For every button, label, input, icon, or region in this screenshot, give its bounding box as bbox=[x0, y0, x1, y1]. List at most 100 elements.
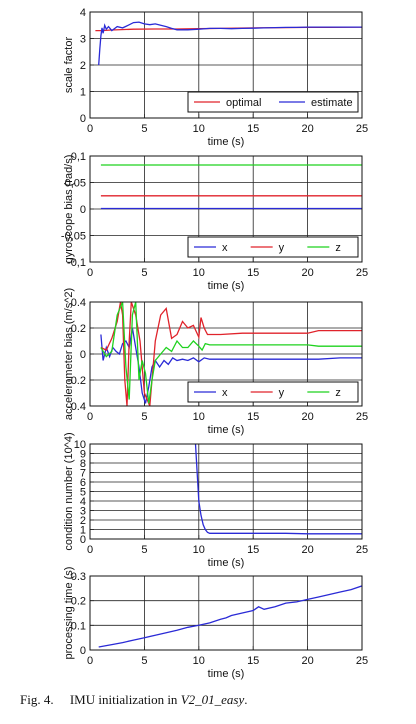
x-tick-label: 25 bbox=[356, 411, 368, 423]
legend-entry: x bbox=[222, 387, 228, 399]
y-tick-label: 9 bbox=[80, 449, 86, 461]
x-tick-label: 5 bbox=[141, 267, 147, 279]
x-axis-label: time (s) bbox=[208, 280, 245, 292]
x-tick-label: 20 bbox=[301, 123, 313, 135]
y-tick-label: -0,05 bbox=[61, 231, 86, 243]
x-tick-label: 5 bbox=[141, 123, 147, 135]
y-tick-label: 2 bbox=[80, 60, 86, 72]
y-tick-label: 2 bbox=[80, 515, 86, 527]
x-tick-label: 10 bbox=[193, 544, 205, 556]
plot-frame bbox=[89, 155, 363, 263]
y-tick-label: 4 bbox=[80, 7, 86, 19]
plot-frame bbox=[89, 575, 363, 651]
legend-entry: x bbox=[222, 242, 228, 254]
x-tick-label: 25 bbox=[356, 267, 368, 279]
series-line-value bbox=[194, 444, 362, 535]
x-tick-label: 20 bbox=[301, 544, 313, 556]
y-tick-label: 10 bbox=[74, 439, 86, 451]
x-axis-label: time (s) bbox=[208, 136, 245, 148]
x-tick-label: 25 bbox=[356, 544, 368, 556]
y-tick-label: 0 bbox=[80, 349, 86, 361]
series-line-z bbox=[100, 302, 362, 404]
x-tick-label: 15 bbox=[247, 411, 259, 423]
series-line-estimate bbox=[98, 21, 362, 66]
x-axis-label: time (s) bbox=[208, 668, 245, 680]
x-tick-label: 10 bbox=[193, 123, 205, 135]
y-axis-label: gyroscope bias (rad/s) bbox=[63, 155, 75, 264]
x-tick-label: 15 bbox=[247, 267, 259, 279]
x-tick-label: 25 bbox=[356, 123, 368, 135]
y-axis-label: scale factor bbox=[63, 37, 75, 94]
x-tick-label: 20 bbox=[301, 411, 313, 423]
x-tick-label: 5 bbox=[141, 411, 147, 423]
y-tick-label: 3 bbox=[80, 506, 86, 518]
legend-entry: z bbox=[335, 387, 341, 399]
x-tick-label: 5 bbox=[141, 655, 147, 667]
y-tick-label: -0.4 bbox=[67, 401, 86, 413]
plot-frame bbox=[89, 11, 363, 119]
x-axis-label: time (s) bbox=[208, 557, 245, 569]
legend: x y z bbox=[187, 236, 359, 258]
y-tick-label: 6 bbox=[80, 477, 86, 489]
legend-entry: z bbox=[335, 242, 341, 254]
caption-end: . bbox=[244, 692, 248, 707]
y-tick-label: 0.2 bbox=[71, 596, 86, 608]
y-tick-label: 0 bbox=[80, 113, 86, 125]
subplot-2: -0,1 -0,05 0 0,05 0,1 0 5 10 15 20 25 time (s) gyros… bbox=[61, 151, 368, 292]
x-tick-label: 15 bbox=[247, 544, 259, 556]
caption-text: IMU initialization in bbox=[69, 692, 178, 707]
legend-entry: y bbox=[279, 242, 285, 254]
y-tick-label: -0,1 bbox=[67, 257, 86, 269]
x-tick-label: 25 bbox=[356, 655, 368, 667]
y-tick-label: -0.2 bbox=[67, 375, 86, 387]
x-axis-label: time (s) bbox=[208, 424, 245, 436]
y-tick-label: 1 bbox=[80, 87, 86, 99]
x-tick-label: 10 bbox=[193, 411, 205, 423]
y-tick-label: 0.3 bbox=[71, 571, 86, 583]
y-axis-label: condition number (10^4) bbox=[63, 432, 75, 550]
x-tick-label: 20 bbox=[301, 267, 313, 279]
x-tick-label: 15 bbox=[247, 123, 259, 135]
figure-caption: Fig. 4. IMU initialization in V2_01_easy… bbox=[20, 692, 247, 708]
x-tick-label: 10 bbox=[193, 655, 205, 667]
legend: optimal estimate bbox=[187, 91, 359, 113]
x-tick-label: 0 bbox=[87, 655, 93, 667]
legend-entry: y bbox=[279, 387, 285, 399]
x-tick-label: 10 bbox=[193, 267, 205, 279]
legend: x y z bbox=[187, 381, 359, 403]
caption-dataset: V2_01_easy bbox=[180, 692, 245, 707]
y-tick-label: 0.4 bbox=[71, 297, 86, 309]
x-tick-label: 0 bbox=[87, 411, 93, 423]
y-tick-label: 0.1 bbox=[71, 620, 86, 632]
subplot-3: -0.4 -0.2 0 0.2 0.4 0 5 10 15 20 25 time (s) acceler… bbox=[63, 288, 368, 436]
y-tick-label: 0,05 bbox=[65, 178, 86, 190]
y-tick-label: 0,1 bbox=[71, 151, 86, 163]
y-tick-label: 7 bbox=[80, 468, 86, 480]
y-tick-label: 1 bbox=[80, 525, 86, 537]
y-tick-label: 3 bbox=[80, 34, 86, 46]
series-line-x bbox=[100, 327, 362, 404]
y-tick-label: 5 bbox=[80, 487, 86, 499]
y-tick-label: 0.2 bbox=[71, 323, 86, 335]
series-line-value bbox=[98, 585, 362, 648]
subplot-5: 0 0.1 0.2 0.3 0 5 10 15 20 25 time (s) processing t… bbox=[63, 567, 368, 680]
y-tick-label: 4 bbox=[80, 496, 86, 508]
x-tick-label: 20 bbox=[301, 655, 313, 667]
plot-frame bbox=[89, 301, 363, 407]
x-tick-label: 15 bbox=[247, 655, 259, 667]
x-tick-label: 0 bbox=[87, 123, 93, 135]
subplot-1: 0 1 2 3 4 0 5 10 15 20 25 time (s) scale factor optim… bbox=[63, 7, 368, 148]
y-tick-label: 0 bbox=[80, 534, 86, 546]
y-tick-label: 0 bbox=[80, 645, 86, 657]
plot-frame bbox=[89, 443, 363, 540]
y-axis-label: accelerometer bias (m/s^2) bbox=[63, 288, 75, 420]
y-axis-label: processing time (s) bbox=[63, 567, 75, 660]
legend-entry: optimal bbox=[226, 97, 261, 109]
x-tick-label: 5 bbox=[141, 544, 147, 556]
y-tick-label: 8 bbox=[80, 458, 86, 470]
legend-entry: estimate bbox=[311, 97, 353, 109]
x-tick-label: 0 bbox=[87, 267, 93, 279]
x-tick-label: 0 bbox=[87, 544, 93, 556]
